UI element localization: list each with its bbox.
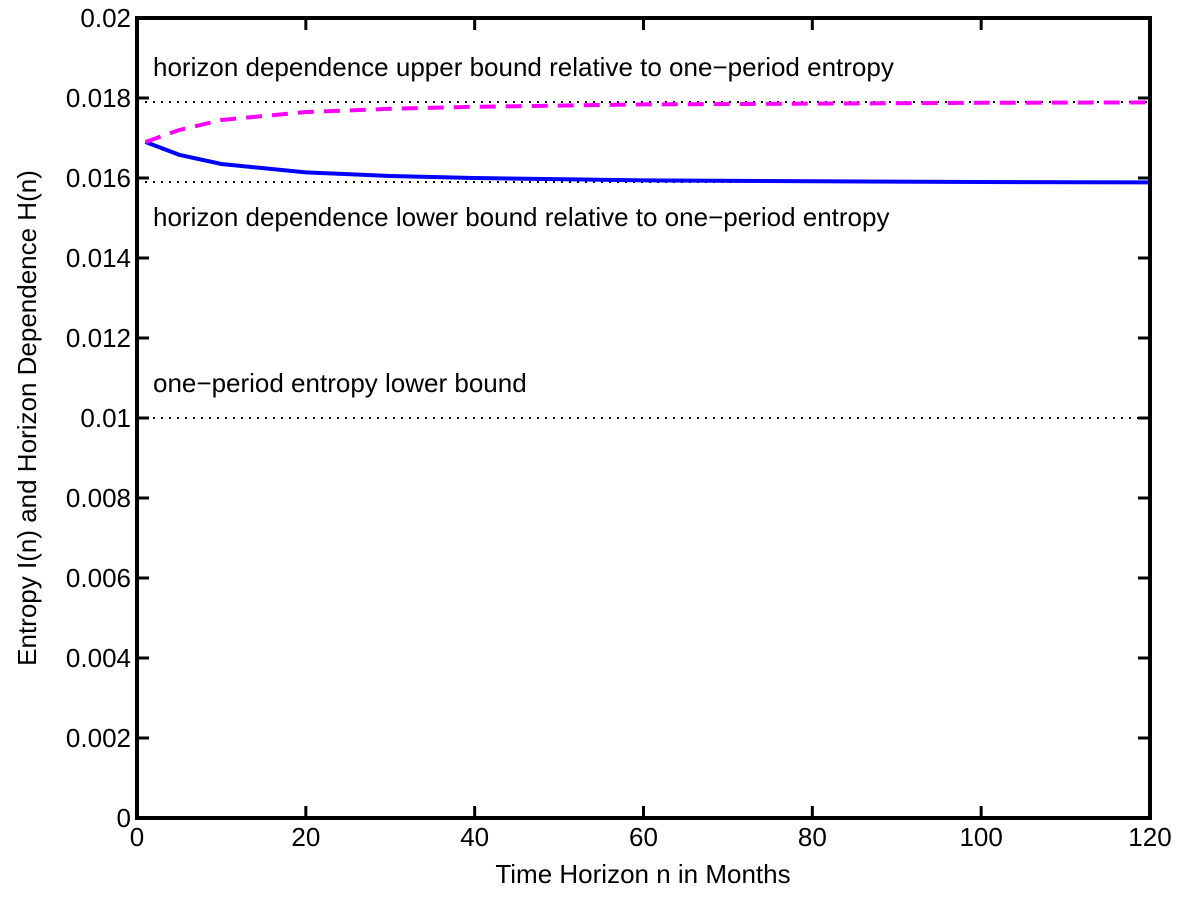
annotation: horizon dependence lower bound relative … bbox=[153, 202, 889, 232]
series-line bbox=[144, 140, 1151, 185]
y-tick-label: 0.01 bbox=[80, 403, 131, 433]
y-tick-label: 0.018 bbox=[66, 83, 131, 113]
x-tick-label: 80 bbox=[798, 822, 827, 852]
x-tick-label: 120 bbox=[1128, 822, 1171, 852]
y-tick-label: 0.004 bbox=[66, 643, 131, 673]
x-axis-label: Time Horizon n in Months bbox=[495, 859, 790, 889]
series-line bbox=[144, 100, 1151, 144]
x-tick-label: 20 bbox=[291, 822, 320, 852]
x-tick-label: 60 bbox=[629, 822, 658, 852]
y-axis-label: Entropy I(n) and Horizon Dependence H(n) bbox=[12, 170, 42, 666]
y-tick-label: 0.02 bbox=[80, 3, 131, 33]
x-tick-label: 100 bbox=[959, 822, 1002, 852]
y-tick-label: 0.016 bbox=[66, 163, 131, 193]
y-tick-label: 0 bbox=[117, 803, 131, 833]
plot-frame bbox=[135, 16, 1152, 820]
y-tick-label: 0.002 bbox=[66, 723, 131, 753]
x-tick-label: 40 bbox=[460, 822, 489, 852]
y-tick-label: 0.008 bbox=[66, 483, 131, 513]
y-tick-label: 0.006 bbox=[66, 563, 131, 593]
y-tick-label: 0.014 bbox=[66, 243, 131, 273]
y-tick-label: 0.012 bbox=[66, 323, 131, 353]
annotation: horizon dependence upper bound relative … bbox=[153, 52, 894, 82]
x-tick-label: 0 bbox=[130, 822, 144, 852]
annotation: one−period entropy lower bound bbox=[153, 368, 527, 398]
